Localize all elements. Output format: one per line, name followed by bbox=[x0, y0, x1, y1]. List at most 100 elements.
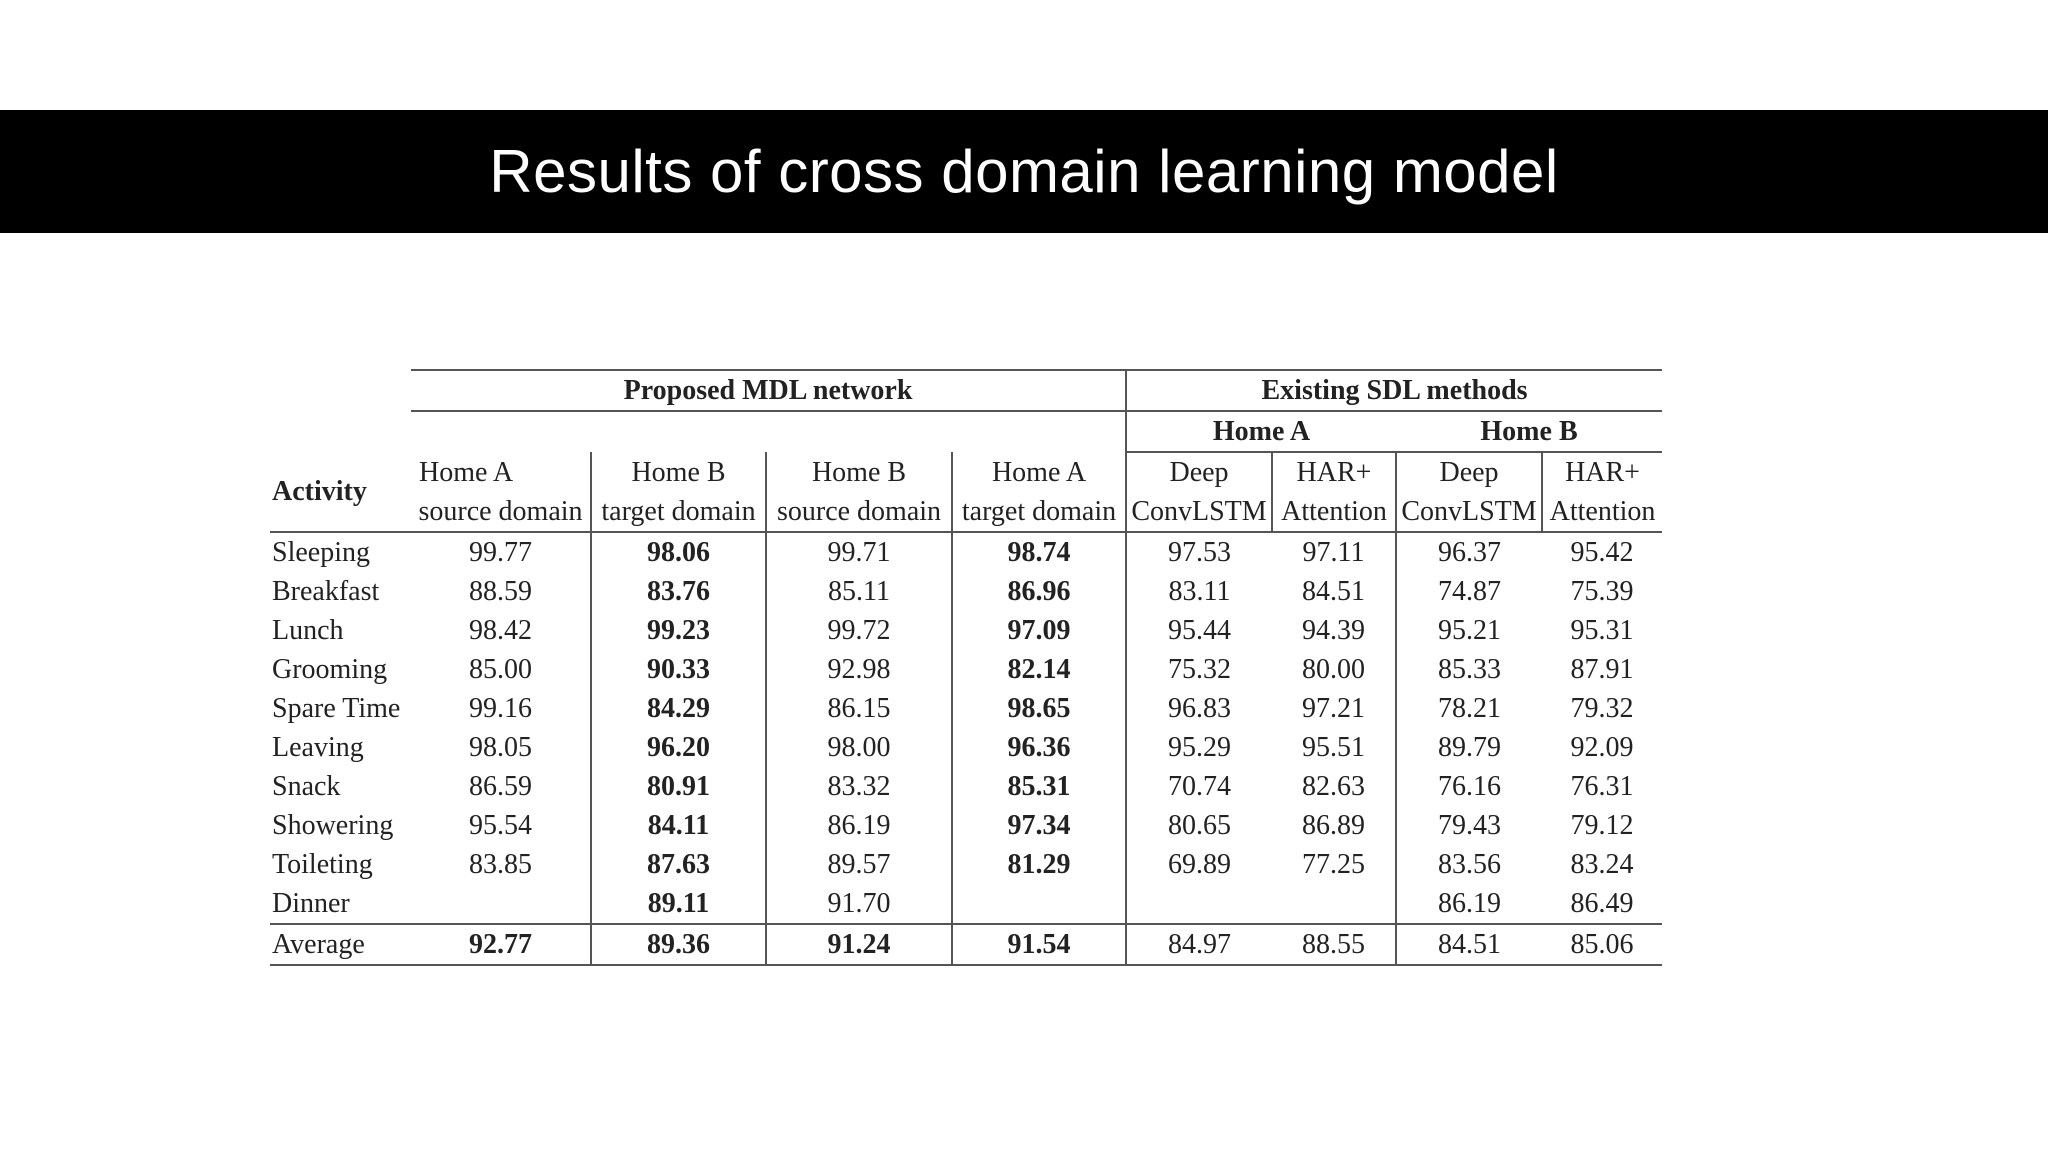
col-header-line1: Deep bbox=[1396, 452, 1544, 492]
activity-cell: Grooming bbox=[272, 654, 388, 685]
table-row: Breakfast 88.59 83.76 85.11 86.96 83.11 84.51 7… bbox=[270, 572, 1662, 611]
value-cell: 83.85 bbox=[411, 845, 592, 884]
value-cell: 92.98 bbox=[766, 650, 953, 689]
value-cell: 85.11 bbox=[766, 572, 953, 611]
value-cell: 79.32 bbox=[1570, 693, 1634, 724]
activity-cell: Sleeping bbox=[272, 537, 370, 568]
subgroup-header-home-a: Home A bbox=[1126, 411, 1397, 453]
col-header-line2: ConvLSTM bbox=[1126, 492, 1274, 533]
activity-cell: Breakfast bbox=[272, 576, 380, 607]
col-header-line2: ConvLSTM bbox=[1396, 492, 1544, 533]
value-cell: 83.11 bbox=[1168, 576, 1231, 607]
value-cell: 97.21 bbox=[1272, 689, 1398, 728]
value-cell: 95.21 bbox=[1438, 615, 1502, 646]
value-cell: 83.24 bbox=[1570, 849, 1634, 880]
value-cell: 74.87 bbox=[1438, 576, 1502, 607]
value-cell: 99.72 bbox=[766, 611, 953, 650]
value-cell: 99.23 bbox=[591, 611, 767, 650]
value-cell: 86.96 bbox=[952, 572, 1128, 611]
value-cell: 94.39 bbox=[1272, 611, 1398, 650]
value-cell: 92.77 bbox=[411, 923, 592, 966]
value-cell: 86.15 bbox=[766, 689, 953, 728]
col-header-line2: source domain bbox=[411, 492, 592, 533]
value-cell: 85.00 bbox=[411, 650, 592, 689]
value-cell: 83.76 bbox=[591, 572, 767, 611]
value-cell: 95.31 bbox=[1570, 615, 1634, 646]
value-cell: 98.05 bbox=[411, 728, 592, 767]
value-cell: 96.83 bbox=[1168, 693, 1232, 724]
value-cell: 96.37 bbox=[1438, 537, 1502, 568]
col-header-line1: HAR+ bbox=[1565, 457, 1640, 488]
value-cell: 90.33 bbox=[591, 650, 767, 689]
activity-header: Activity bbox=[270, 452, 411, 533]
value-cell: 85.31 bbox=[952, 767, 1128, 806]
blank-corner bbox=[270, 370, 411, 411]
value-cell: 80.00 bbox=[1272, 650, 1398, 689]
table-row: Spare Time 99.16 84.29 86.15 98.65 96.83 97.21… bbox=[270, 689, 1662, 728]
value-cell: 85.06 bbox=[1542, 923, 1663, 966]
value-cell: 77.25 bbox=[1272, 845, 1398, 884]
value-cell: 95.29 bbox=[1168, 732, 1232, 763]
average-row: Average 92.77 89.36 91.24 91.54 84.97 88.55 84.… bbox=[270, 923, 1663, 966]
col-header-line1: Home A bbox=[411, 452, 592, 492]
table-row: Toileting 83.85 87.63 89.57 81.29 69.89 77.25 8… bbox=[270, 845, 1662, 884]
table-row: Showering 95.54 84.11 86.19 97.34 80.65 86.89 7… bbox=[270, 806, 1662, 845]
col-header-line2: Attention bbox=[1272, 492, 1398, 533]
table-row: Grooming 85.00 90.33 92.98 82.14 75.32 80.00 85… bbox=[270, 650, 1662, 689]
value-cell: 98.42 bbox=[411, 611, 592, 650]
value-cell: 87.91 bbox=[1570, 654, 1634, 685]
value-cell: 91.70 bbox=[766, 884, 953, 924]
value-cell: 85.33 bbox=[1438, 654, 1502, 685]
value-cell: 79.12 bbox=[1570, 810, 1634, 841]
value-cell: 75.39 bbox=[1570, 576, 1634, 607]
value-cell: 92.09 bbox=[1570, 732, 1634, 763]
blank-proposed-sub bbox=[411, 411, 1128, 452]
value-cell: 80.91 bbox=[591, 767, 767, 806]
value-cell: 96.36 bbox=[952, 728, 1128, 767]
value-cell: 83.56 bbox=[1438, 849, 1502, 880]
subgroup-header-row: Home A Home B bbox=[270, 411, 1663, 453]
value-cell: 84.51 bbox=[1396, 923, 1543, 966]
value-cell: 98.74 bbox=[952, 532, 1128, 572]
col-header-line2: target domain bbox=[952, 492, 1128, 533]
table-row: Dinner 89.11 91.70 86.19 86.49 bbox=[270, 884, 1662, 924]
value-cell: 75.32 bbox=[1168, 654, 1232, 685]
value-cell: 87.63 bbox=[591, 845, 767, 884]
subgroup-header-home-b: Home B bbox=[1396, 411, 1663, 453]
value-cell: 76.16 bbox=[1438, 771, 1502, 802]
group-header-row: Proposed MDL network Existing SDL method… bbox=[270, 369, 1663, 412]
value-cell: 95.42 bbox=[1570, 537, 1634, 568]
value-cell: 84.51 bbox=[1272, 572, 1398, 611]
col-header-line2: source domain bbox=[766, 492, 953, 533]
value-cell: 86.59 bbox=[411, 767, 592, 806]
activity-cell: Snack bbox=[272, 771, 341, 802]
value-cell: 84.97 bbox=[1126, 923, 1273, 966]
group-header-existing: Existing SDL methods bbox=[1126, 369, 1663, 412]
value-cell: 86.89 bbox=[1272, 806, 1398, 845]
group-header-proposed: Proposed MDL network bbox=[411, 369, 1128, 412]
blank-corner-2 bbox=[270, 411, 411, 452]
value-cell: 78.21 bbox=[1438, 693, 1502, 724]
value-cell bbox=[1272, 884, 1398, 924]
value-cell: 97.53 bbox=[1168, 537, 1232, 568]
col-header-line2: Attention bbox=[1542, 492, 1663, 533]
activity-cell: Lunch bbox=[272, 615, 344, 646]
value-cell: 86.49 bbox=[1570, 888, 1634, 919]
value-cell: 98.00 bbox=[766, 728, 953, 767]
value-cell: 89.79 bbox=[1438, 732, 1502, 763]
value-cell: 97.34 bbox=[952, 806, 1128, 845]
value-cell: 99.71 bbox=[766, 532, 953, 572]
value-cell: 89.57 bbox=[766, 845, 953, 884]
col-header-line1: Home A bbox=[952, 452, 1128, 492]
value-cell: 84.11 bbox=[591, 806, 767, 845]
value-cell: 86.19 bbox=[1438, 888, 1502, 919]
activity-cell: Spare Time bbox=[272, 693, 401, 724]
value-cell: 82.63 bbox=[1272, 767, 1398, 806]
value-cell: 69.89 bbox=[1168, 849, 1232, 880]
value-cell: 79.43 bbox=[1438, 810, 1502, 841]
activity-cell: Dinner bbox=[272, 888, 350, 919]
value-cell: 88.59 bbox=[411, 572, 592, 611]
table-row: Sleeping 99.77 98.06 99.71 98.74 97.53 97.11 96… bbox=[270, 532, 1662, 572]
value-cell: 89.36 bbox=[591, 923, 767, 966]
